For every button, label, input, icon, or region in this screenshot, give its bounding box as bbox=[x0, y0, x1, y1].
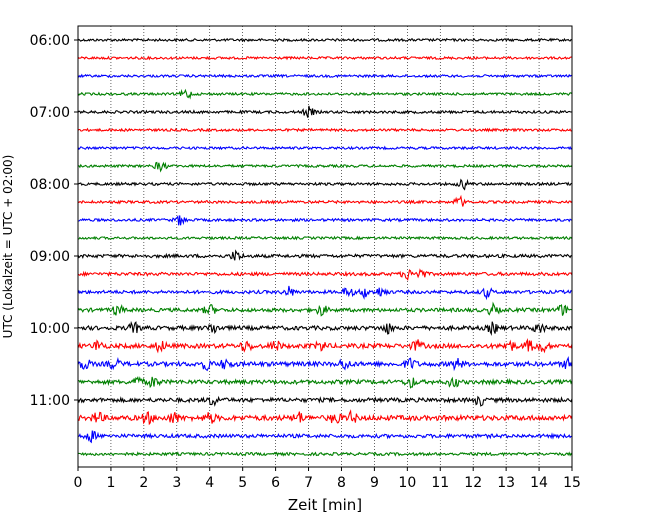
y-tick-label: 07:00 bbox=[30, 105, 70, 121]
seismic-trace-0815 bbox=[77, 194, 573, 207]
x-tick-label: 7 bbox=[304, 475, 313, 491]
x-tick-label: 2 bbox=[139, 475, 148, 491]
x-tick-label: 6 bbox=[271, 475, 280, 491]
seismic-trace-0915 bbox=[77, 268, 573, 281]
seismic-trace-0800 bbox=[77, 178, 573, 191]
y-tick-label: 08:00 bbox=[30, 177, 70, 193]
seismic-trace-1130 bbox=[77, 430, 573, 444]
x-tick-label: 5 bbox=[238, 475, 247, 491]
y-tick-label: 09:00 bbox=[30, 249, 70, 265]
seismic-trace-1030 bbox=[77, 355, 573, 372]
x-tick-label: 9 bbox=[370, 475, 379, 491]
y-tick-label: 06:00 bbox=[30, 33, 70, 49]
seismic-trace-0830 bbox=[78, 215, 572, 226]
seismic-trace-1145 bbox=[77, 451, 573, 457]
seismic-traces bbox=[77, 37, 573, 457]
plot-frame bbox=[77, 25, 573, 468]
x-tick-label: 8 bbox=[337, 475, 346, 491]
seismic-trace-0600 bbox=[77, 37, 573, 43]
seismic-trace-1000 bbox=[77, 320, 573, 337]
seismic-trace-1115 bbox=[77, 409, 573, 426]
seismic-trace-1015 bbox=[77, 338, 573, 354]
x-tick-label: 0 bbox=[74, 475, 83, 491]
y-tick-label: 11:00 bbox=[30, 393, 70, 409]
seismic-trace-0845 bbox=[77, 235, 573, 241]
x-tick-label: 12 bbox=[464, 475, 482, 491]
x-tick-label: 1 bbox=[106, 475, 115, 491]
seismic-trace-0745 bbox=[77, 161, 573, 173]
seismic-trace-0715 bbox=[77, 127, 572, 133]
seismic-trace-0645 bbox=[77, 88, 573, 100]
seismic-trace-0615 bbox=[77, 55, 573, 61]
seismic-trace-0700 bbox=[77, 105, 573, 118]
x-tick-label: 13 bbox=[497, 475, 515, 491]
seismic-trace-0730 bbox=[77, 145, 573, 151]
seismic-trace-0945 bbox=[77, 301, 573, 317]
x-tick-label: 14 bbox=[530, 475, 548, 491]
x-tick-label: 11 bbox=[431, 475, 449, 491]
x-tick-label: 10 bbox=[398, 475, 416, 491]
x-tick-label: 3 bbox=[172, 475, 181, 491]
y-tick-label: 10:00 bbox=[30, 321, 70, 337]
seismic-trace-1100 bbox=[77, 395, 573, 407]
seismic-trace-1045 bbox=[77, 376, 573, 389]
seismic-trace-0630 bbox=[77, 73, 573, 79]
y-axis-ticks: 06:00 07:00 08:00 09:00 10:00 11:00 bbox=[30, 33, 78, 409]
x-axis-label: Zeit [min] bbox=[288, 496, 362, 514]
seismic-trace-0900 bbox=[77, 249, 572, 261]
x-axis-ticks: 0 1 2 3 4 5 6 7 8 9 10 11 12 13 14 15 bbox=[74, 467, 581, 491]
seismic-trace-0930 bbox=[77, 285, 573, 301]
x-tick-label: 4 bbox=[205, 475, 214, 491]
x-tick-label: 15 bbox=[563, 475, 581, 491]
y-axis-label: UTC (Lokalzeit = UTC + 02:00) bbox=[1, 155, 15, 339]
